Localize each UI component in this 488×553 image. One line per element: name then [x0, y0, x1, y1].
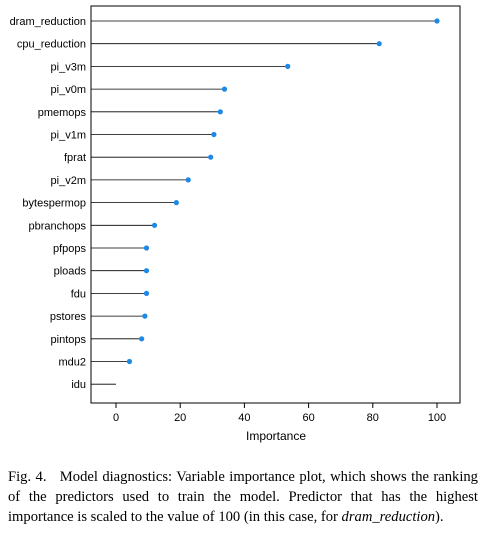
- x-axis-label: Importance: [246, 429, 306, 443]
- x-tick-label: 60: [302, 412, 314, 424]
- variable-label: mdu2: [58, 357, 86, 369]
- variable-label: fdu: [71, 288, 86, 300]
- importance-point: [217, 109, 223, 115]
- variable-label: dram_reduction: [10, 16, 86, 28]
- importance-point: [126, 358, 133, 365]
- importance-point: [139, 336, 145, 342]
- variable-label: fprat: [64, 152, 86, 164]
- x-tick-label: 40: [238, 412, 250, 424]
- variable-label: bytespermop: [22, 198, 86, 210]
- variable-label: pi_v3m: [51, 61, 86, 73]
- lollipop-series: dram_reduction cpu_reduction pi_v3m pi_v0mp…: [10, 16, 440, 391]
- importance-point: [143, 290, 150, 296]
- variable-importance-chart: 0 20 40 60 80 100 dram_reduction cpu_reduction…: [10, 5, 461, 443]
- x-tick-label: 0: [113, 412, 119, 424]
- importance-point: [173, 200, 179, 206]
- caption-emphasis: dram_reduction: [341, 509, 436, 525]
- importance-point: [376, 41, 382, 47]
- variable-label: ploads: [54, 266, 87, 278]
- importance-point: [221, 86, 228, 92]
- variable-label: pi_v2m: [51, 175, 86, 187]
- x-tick-label: 20: [174, 412, 186, 424]
- caption-label: Fig. 4.: [8, 469, 47, 485]
- x-axis: 0 20 40 60 80 100: [113, 403, 446, 424]
- plot-frame: [90, 5, 461, 404]
- importance-point: [143, 268, 150, 274]
- importance-point: [211, 131, 217, 138]
- caption-tail: ).: [435, 509, 444, 525]
- variable-label: pintops: [51, 334, 87, 346]
- importance-point: [434, 18, 440, 24]
- variable-label: pfpops: [53, 243, 87, 255]
- caption-text: Model diagnostics: Variable importance p…: [8, 469, 478, 525]
- variable-label: pbranchops: [29, 220, 87, 232]
- x-tick-label: 80: [367, 412, 379, 424]
- importance-point: [185, 177, 191, 183]
- variable-label: cpu_reduction: [17, 39, 86, 51]
- variable-label: idu: [71, 379, 86, 391]
- variable-label: pi_v1m: [51, 130, 86, 142]
- x-tick-label: 100: [428, 412, 446, 424]
- importance-point: [208, 154, 214, 160]
- variable-label: pstores: [50, 311, 87, 323]
- importance-point: [142, 313, 148, 319]
- figure-caption: Fig. 4. Model diagnostics: Variable impo…: [8, 467, 478, 527]
- variable-label: pmemops: [38, 107, 87, 119]
- importance-point: [143, 245, 150, 251]
- importance-point: [151, 222, 158, 228]
- importance-point: [285, 63, 291, 69]
- variable-label: pi_v0m: [51, 84, 86, 96]
